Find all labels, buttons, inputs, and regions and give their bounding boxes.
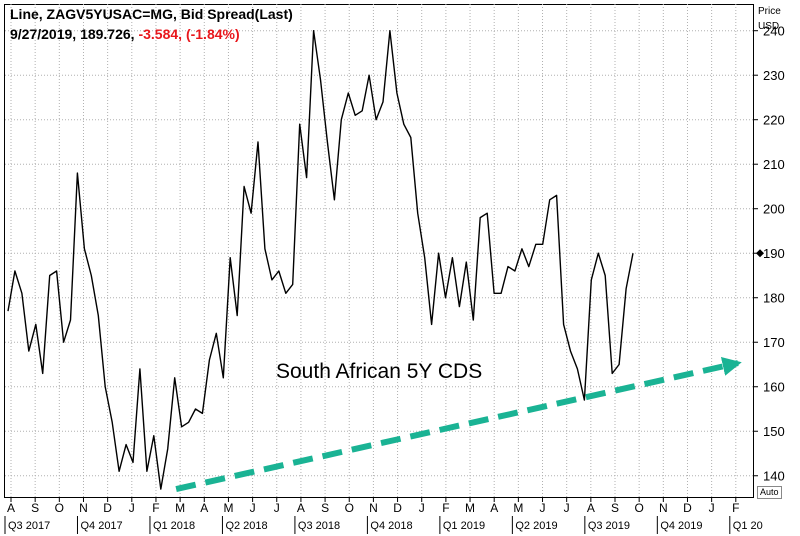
y-tick-label: 190: [763, 246, 785, 261]
x-quarter-label: Q4 2019: [660, 520, 702, 532]
y-tick-label: 240: [763, 24, 785, 39]
x-month-label: M: [223, 501, 233, 515]
last-date: 9/27/2019,: [10, 26, 77, 42]
trend-arrow-layer: [175, 357, 742, 493]
y-tick-label: 180: [763, 291, 785, 306]
trend-arrow: [175, 357, 742, 493]
x-month-label: A: [7, 501, 15, 515]
x-quarter-label: Q3 2017: [8, 520, 50, 532]
x-month-label: S: [31, 501, 39, 515]
x-axis: A S O N D J F M A M J J A S O N D J F M A M J J A S O N D J F Q3 2017 Q4…: [4, 498, 763, 534]
y-axis-title: Price: [758, 6, 781, 17]
chart-annotation: South African 5Y CDS: [276, 360, 483, 383]
y-axis-unit: USD: [758, 21, 780, 32]
x-month-label: J: [129, 501, 135, 515]
series-line: [7, 30, 634, 490]
last-price: 189.726,: [80, 26, 135, 42]
x-month-label: O: [55, 501, 64, 515]
x-month-label: F: [732, 501, 739, 515]
x-quarter-label: Q1 20: [733, 520, 763, 532]
x-month-label: M: [513, 501, 523, 515]
x-month-label: O: [634, 501, 643, 515]
chart-frame: [4, 4, 754, 498]
y-tick-label: 230: [763, 68, 785, 83]
x-month-label: M: [175, 501, 185, 515]
x-month-label: D: [683, 501, 692, 515]
x-month-label: F: [442, 501, 449, 515]
x-month-label: J: [709, 501, 715, 515]
x-month-label: N: [659, 501, 668, 515]
y-tick-label: 170: [763, 335, 785, 350]
price-change-pct: (-1.84%): [185, 26, 240, 42]
x-quarter-label: Q2 2019: [515, 520, 557, 532]
x-quarter-label: Q1 2019: [443, 520, 485, 532]
x-month-label: J: [564, 501, 570, 515]
x-month-label: A: [297, 501, 305, 515]
x-quarter-label: Q4 2018: [370, 520, 412, 532]
x-month-label: O: [345, 501, 354, 515]
grid-lines: [5, 4, 754, 498]
x-month-label: J: [419, 501, 425, 515]
auto-scale-button[interactable]: Auto: [757, 486, 782, 499]
price-change: -3.584,: [138, 26, 183, 42]
y-tick-label: 200: [763, 202, 785, 217]
x-month-label: J: [540, 501, 546, 515]
last-value-line: 9/27/2019, 189.726, -3.584, (-1.84%): [10, 26, 240, 42]
x-month-label: S: [611, 501, 619, 515]
last-value-marker: [756, 249, 764, 258]
x-month-label: D: [393, 501, 402, 515]
x-quarter-label: Q1 2018: [153, 520, 195, 532]
x-month-label: A: [490, 501, 498, 515]
x-month-label: D: [103, 501, 112, 515]
chart-title: Line, ZAGV5YUSAC=MG, Bid Spread(Last): [10, 6, 293, 22]
y-tick-label: 140: [763, 469, 785, 484]
y-tick-label: 210: [763, 157, 785, 172]
x-month-label: A: [587, 501, 595, 515]
x-quarter-label: Q2 2018: [225, 520, 267, 532]
x-quarter-label: Q4 2017: [80, 520, 122, 532]
x-month-label: M: [465, 501, 475, 515]
x-quarter-label: Q3 2018: [298, 520, 340, 532]
x-month-label: J: [250, 501, 256, 515]
y-tick-label: 150: [763, 424, 785, 439]
y-tick-label: 160: [763, 380, 785, 395]
y-axis: 140 150 160 170 180 190 200 210 220 230 240: [754, 24, 785, 484]
x-month-label: N: [79, 501, 88, 515]
series-layer: [7, 30, 634, 490]
x-month-label: F: [152, 501, 159, 515]
x-quarter-label: Q3 2019: [588, 520, 630, 532]
x-month-label: A: [200, 501, 208, 515]
x-month-label: N: [369, 501, 378, 515]
x-month-label: S: [321, 501, 329, 515]
y-tick-label: 220: [763, 113, 785, 128]
x-month-label: J: [274, 501, 280, 515]
